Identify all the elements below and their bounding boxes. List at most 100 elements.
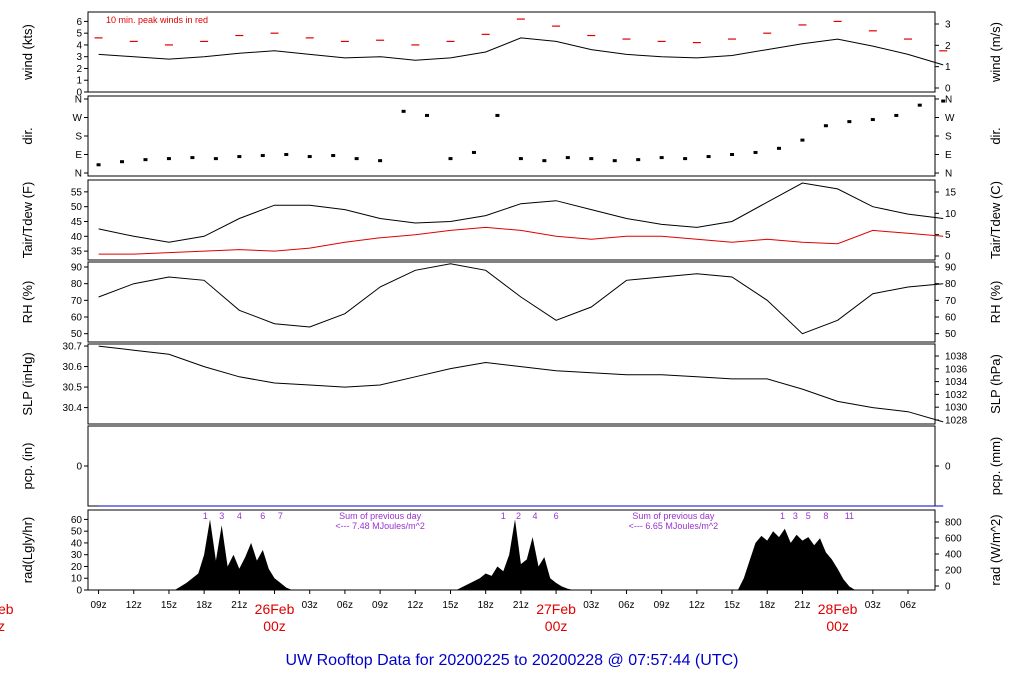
dir-point — [800, 138, 805, 142]
right-tick-label-temp: 5 — [945, 230, 951, 241]
x-tick-label: 12z — [407, 600, 423, 611]
series-wind-0 — [98, 37, 944, 66]
ylabel-right-pcp: pcp. (mm) — [988, 437, 1003, 496]
rad-hour-mark: 6 — [260, 511, 265, 521]
left-tick-label-wind: 3 — [76, 52, 82, 63]
right-tick-label-temp: 0 — [945, 252, 951, 263]
dir-point — [542, 159, 547, 163]
dir-point — [823, 124, 828, 128]
left-tick-label-dir: W — [73, 113, 83, 124]
right-tick-label-rad: 400 — [945, 550, 962, 561]
x-tick-label: 03z — [865, 600, 881, 611]
rad-hour-mark: 1 — [501, 511, 506, 521]
dir-point — [120, 160, 125, 164]
radiation-area-day-1 — [174, 519, 293, 590]
left-tick-label-slp: 30.5 — [63, 383, 83, 394]
series-rh-0 — [98, 263, 944, 335]
ylabel-right-rh: RH (%) — [988, 281, 1003, 324]
dir-point — [354, 157, 359, 161]
panel-frame-pcp — [87, 425, 936, 507]
dir-point — [612, 159, 617, 163]
right-tick-label-slp: 1036 — [945, 364, 968, 375]
x-tick-label: 06z — [900, 600, 916, 611]
right-tick-label-rh: 60 — [945, 313, 957, 324]
x-tick-label: 21z — [231, 600, 247, 611]
right-tick-label-rad: 200 — [945, 566, 962, 577]
left-tick-label-wind: 0 — [76, 88, 82, 99]
left-tick-label-wind: 1 — [76, 76, 82, 87]
right-tick-label-rad: 600 — [945, 534, 962, 545]
ylabel-left-wind: wind (kts) — [20, 24, 35, 81]
dir-point — [941, 99, 946, 103]
cutoff-day-label-time: z — [0, 618, 5, 634]
series-temp-0 — [98, 182, 944, 243]
left-tick-label-slp: 30.7 — [63, 342, 83, 353]
wind-annotation: 10 min. peak winds in red — [106, 15, 208, 25]
series-slp-0 — [98, 345, 944, 423]
right-tick-label-dir: N — [945, 169, 952, 180]
left-tick-label-rad: 60 — [71, 515, 83, 526]
left-tick-label-rad: 0 — [76, 586, 82, 597]
rad-hour-mark: 4 — [237, 511, 242, 521]
daily-note-line2: <--- 7.48 MJoules/m^2 — [335, 521, 425, 531]
daily-note-line1: Sum of previous day — [632, 511, 715, 521]
dir-point — [237, 155, 242, 159]
left-tick-label-dir: E — [75, 150, 82, 161]
left-tick-label-temp: 40 — [71, 232, 83, 243]
ylabel-left-pcp: pcp. (in) — [20, 443, 35, 490]
dir-point — [495, 113, 500, 117]
rad-hour-mark: 1 — [203, 511, 208, 521]
dir-point — [847, 120, 852, 124]
x-tick-label: 18z — [759, 600, 775, 611]
x-tick-label: 15z — [442, 600, 458, 611]
day-label-date: 27Feb — [536, 601, 576, 617]
left-tick-label-dir: N — [75, 95, 82, 106]
left-tick-label-rad: 20 — [71, 562, 83, 573]
x-tick-label: 09z — [654, 600, 670, 611]
dir-point — [143, 158, 148, 162]
x-axis-group: 09z 12z 15z 18z 21z 03z 06z 09z 12z 15z 18z 21z 03z 0… — [0, 590, 916, 634]
left-tick-label-rh: 70 — [71, 296, 83, 307]
ylabel-left-rh: RH (%) — [20, 281, 35, 324]
dir-point — [260, 154, 265, 158]
dir-point — [307, 155, 312, 159]
left-tick-label-temp: 50 — [71, 202, 83, 213]
panel-pcp: 0 0 pcp. (in) pcp. (mm) — [20, 425, 1003, 507]
ylabel-right-slp: SLP (hPa) — [988, 354, 1003, 414]
day-label-time: 00z — [826, 618, 849, 634]
x-tick-label: 21z — [513, 600, 529, 611]
day-label-date: 26Feb — [255, 601, 295, 617]
right-tick-label-slp: 1028 — [945, 416, 968, 427]
panel-frame-dir — [87, 95, 936, 177]
rad-hour-mark: 11 — [845, 511, 854, 521]
series-temp-1 — [98, 226, 944, 255]
x-tick-label: 03z — [583, 600, 599, 611]
day-label-time: 00z — [263, 618, 286, 634]
right-tick-label-temp: 10 — [945, 209, 957, 220]
right-tick-label-rad: 0 — [945, 582, 951, 593]
right-tick-label-slp: 1030 — [945, 403, 968, 414]
left-tick-label-rad: 30 — [71, 550, 83, 561]
left-tick-label-dir: N — [75, 169, 82, 180]
dir-point — [378, 159, 383, 163]
right-tick-label-slp: 1034 — [945, 377, 968, 388]
right-tick-label-rh: 70 — [945, 296, 957, 307]
ylabel-left-dir: dir. — [20, 127, 35, 144]
x-tick-label: 12z — [126, 600, 142, 611]
day-label-date: 28Feb — [818, 601, 858, 617]
dir-point — [917, 103, 922, 107]
dir-point — [401, 109, 406, 113]
left-tick-label-temp: 35 — [71, 247, 83, 258]
left-tick-label-rad: 50 — [71, 527, 83, 538]
right-tick-label-temp: 15 — [945, 188, 957, 199]
left-tick-label-rh: 50 — [71, 329, 83, 340]
x-tick-label: 18z — [196, 600, 212, 611]
rad-hour-mark: 2 — [516, 511, 521, 521]
ylabel-right-wind: wind (m/s) — [988, 22, 1003, 83]
left-tick-label-rh: 80 — [71, 279, 83, 290]
dir-point — [894, 113, 899, 117]
ylabel-left-temp: Tair/Tdew (F) — [20, 182, 35, 259]
dir-point — [730, 153, 735, 156]
